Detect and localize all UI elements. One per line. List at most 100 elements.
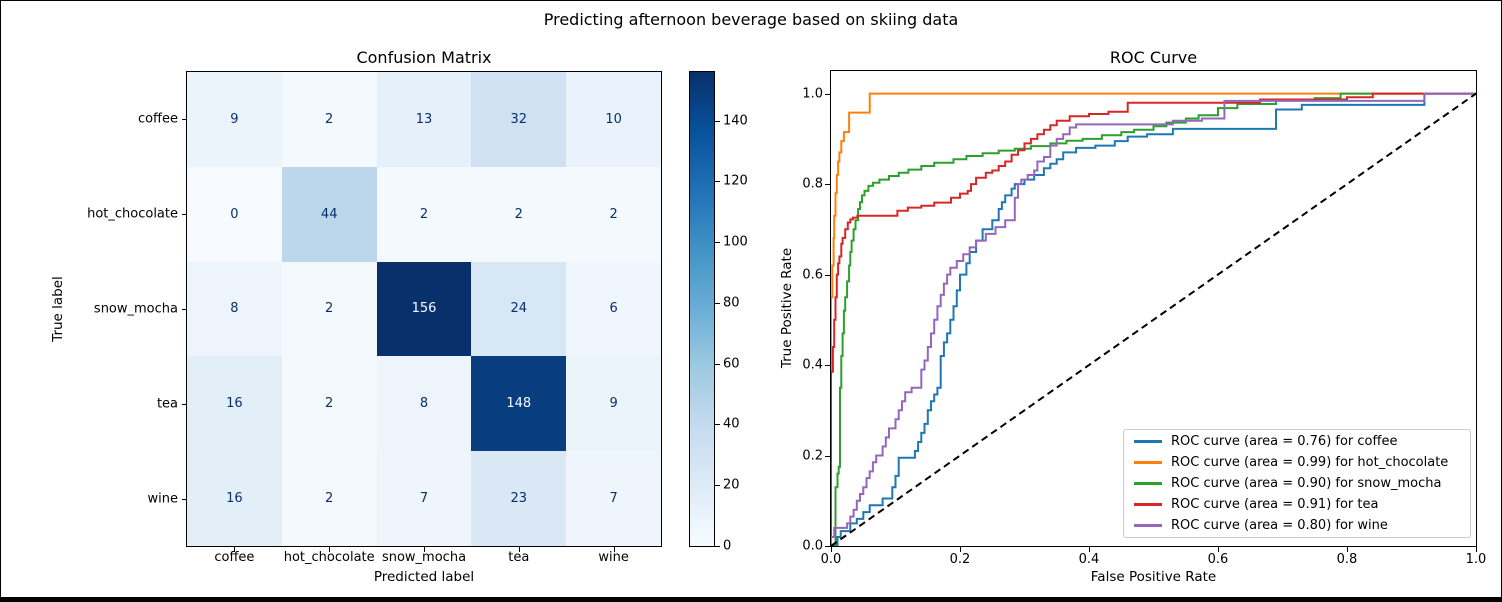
- roc-xlabel: False Positive Rate: [1090, 569, 1217, 585]
- cm-x-tick-label: snow_mocha: [381, 550, 467, 565]
- cm-x-tick-label: hot_chocolate: [283, 550, 375, 565]
- axis-tick-mark: [182, 403, 187, 405]
- confusion-cell-tea-tea: 148: [471, 356, 567, 452]
- confusion-cell-wine-coffee: 16: [187, 451, 282, 546]
- confusion-cell-hot_chocolate-snow_mocha: 2: [376, 166, 472, 262]
- confusion-cell-snow_mocha-tea: 24: [471, 261, 567, 357]
- legend-entry-label: ROC curve (area = 0.91) for tea: [1171, 497, 1379, 512]
- colorbar-tick-label: 0: [723, 538, 732, 554]
- roc-ylabel: True Positive Rate: [779, 247, 795, 369]
- axis-tick-mark: [182, 309, 187, 310]
- colorbar-tick-label: 120: [723, 173, 748, 189]
- axis-tick-mark: [825, 184, 830, 186]
- axis-tick-mark: [1218, 547, 1219, 552]
- confusion-cell-coffee-snow_mocha: 13: [376, 72, 472, 167]
- confusion-cell-hot_chocolate-tea: 2: [471, 166, 567, 262]
- colorbar-tick-label: 20: [723, 477, 740, 493]
- confusion-cell-wine-wine: 7: [566, 451, 661, 546]
- confusion-cell-coffee-tea: 32: [471, 72, 567, 167]
- confusion-cell-wine-tea: 23: [471, 451, 567, 546]
- colorbar-tick-label: 80: [723, 295, 740, 311]
- legend-entry-label: ROC curve (area = 0.80) for wine: [1171, 518, 1388, 533]
- axis-tick-mark: [234, 547, 236, 552]
- legend-entry-label: ROC curve (area = 0.99) for hot_chocolat…: [1171, 455, 1449, 470]
- legend-entry-hot_chocolate: ROC curve (area = 0.99) for hot_chocolat…: [1134, 452, 1470, 473]
- axis-tick-mark: [715, 120, 720, 122]
- roc-y-tick-label: 0.2: [802, 448, 823, 464]
- cm-y-tick-label: hot_chocolate: [87, 206, 178, 222]
- figure-suptitle: Predicting afternoon beverage based on s…: [543, 10, 959, 29]
- legend-entry-label: ROC curve (area = 0.76) for coffee: [1171, 434, 1398, 449]
- axis-tick-mark: [715, 363, 720, 365]
- legend-line-swatch: [1134, 482, 1162, 485]
- legend-line-swatch: [1134, 524, 1162, 527]
- axis-tick-mark: [613, 547, 615, 552]
- roc-curve-chance: [830, 92, 1477, 547]
- cm-y-tick-label: snow_mocha: [93, 301, 178, 317]
- confusion-cell-coffee-wine: 10: [566, 72, 661, 167]
- axis-tick-mark: [825, 546, 830, 547]
- roc-y-tick-label: 0.6: [802, 267, 823, 283]
- cm-x-tick-label: coffee: [214, 550, 255, 565]
- colorbar: [689, 71, 715, 547]
- axis-tick-mark: [182, 498, 187, 500]
- legend-entry-coffee: ROC curve (area = 0.76) for coffee: [1134, 431, 1470, 452]
- roc-curve-snow_mocha: [831, 92, 1476, 547]
- axis-tick-mark: [518, 547, 520, 552]
- confusion-cell-snow_mocha-coffee: 8: [187, 261, 282, 357]
- confusion-cell-snow_mocha-hot_chocolate: 2: [281, 261, 377, 357]
- axis-tick-mark: [715, 424, 720, 426]
- axis-tick-mark: [1347, 547, 1348, 552]
- roc-x-tick-label: 0.0: [820, 552, 842, 567]
- roc-x-tick-label: 0.6: [1207, 552, 1229, 567]
- axis-tick-mark: [424, 547, 425, 552]
- legend-line-swatch: [1134, 503, 1162, 506]
- roc-y-tick-label: 0.8: [802, 176, 823, 192]
- confusion-cell-hot_chocolate-wine: 2: [566, 166, 661, 262]
- axis-tick-mark: [1476, 547, 1477, 552]
- axis-tick-mark: [825, 274, 830, 276]
- colorbar-tick-label: 60: [723, 356, 740, 372]
- cm-y-tick-label: tea: [156, 396, 178, 412]
- confusion-matrix-heatmap: 9 2 13 32 10 0 44 2 2 2 8 2 156 24 6 16 2 8 148 9 16 2 7 23 7: [186, 71, 662, 547]
- confusion-cell-wine-snow_mocha: 7: [376, 451, 472, 546]
- confusion-cell-tea-hot_chocolate: 2: [281, 356, 377, 452]
- axis-tick-mark: [329, 547, 331, 552]
- roc-y-tick-label: 0.4: [802, 357, 823, 373]
- confusion-matrix-x-tick-labels: coffee hot_chocolate snow_mocha tea wine: [187, 550, 661, 566]
- axis-tick-mark: [715, 546, 720, 547]
- axis-tick-mark: [831, 547, 832, 552]
- roc-y-tick-label: 0.0: [802, 538, 823, 554]
- cm-x-tick-label: tea: [508, 550, 530, 565]
- roc-x-tick-label: 0.4: [1078, 552, 1100, 567]
- legend-entry-wine: ROC curve (area = 0.80) for wine: [1134, 515, 1470, 536]
- legend-line-swatch: [1134, 461, 1162, 464]
- axis-tick-mark: [715, 181, 720, 183]
- axis-tick-mark: [960, 547, 961, 552]
- axis-tick-mark: [825, 455, 830, 457]
- cm-y-tick-label: wine: [147, 491, 178, 507]
- confusion-cell-coffee-coffee: 9: [187, 72, 282, 167]
- confusion-cell-tea-snow_mocha: 8: [376, 356, 472, 452]
- axis-tick-mark: [715, 485, 720, 487]
- confusion-matrix-title: Confusion Matrix: [356, 48, 492, 67]
- legend-line-swatch: [1134, 440, 1162, 443]
- roc-x-tick-label: 0.8: [1336, 552, 1358, 567]
- axis-tick-mark: [1089, 547, 1090, 552]
- colorbar-tick-label: 40: [723, 416, 740, 432]
- colorbar-tick-label: 140: [723, 113, 748, 129]
- legend-entry-snow_mocha: ROC curve (area = 0.90) for snow_mocha: [1134, 473, 1470, 494]
- roc-x-tick-label: 0.2: [949, 552, 971, 567]
- cm-x-tick-label: wine: [598, 550, 629, 565]
- confusion-cell-hot_chocolate-hot_chocolate: 44: [281, 166, 377, 262]
- roc-plot-area: [830, 70, 1477, 547]
- confusion-matrix-xlabel: Predicted label: [373, 569, 475, 585]
- confusion-cell-coffee-hot_chocolate: 2: [281, 72, 377, 167]
- confusion-matrix-ylabel: True label: [50, 276, 66, 342]
- cm-y-tick-label: coffee: [137, 111, 178, 127]
- roc-title: ROC Curve: [1109, 48, 1198, 67]
- legend-entry-label: ROC curve (area = 0.90) for snow_mocha: [1171, 476, 1442, 491]
- confusion-cell-wine-hot_chocolate: 2: [281, 451, 377, 546]
